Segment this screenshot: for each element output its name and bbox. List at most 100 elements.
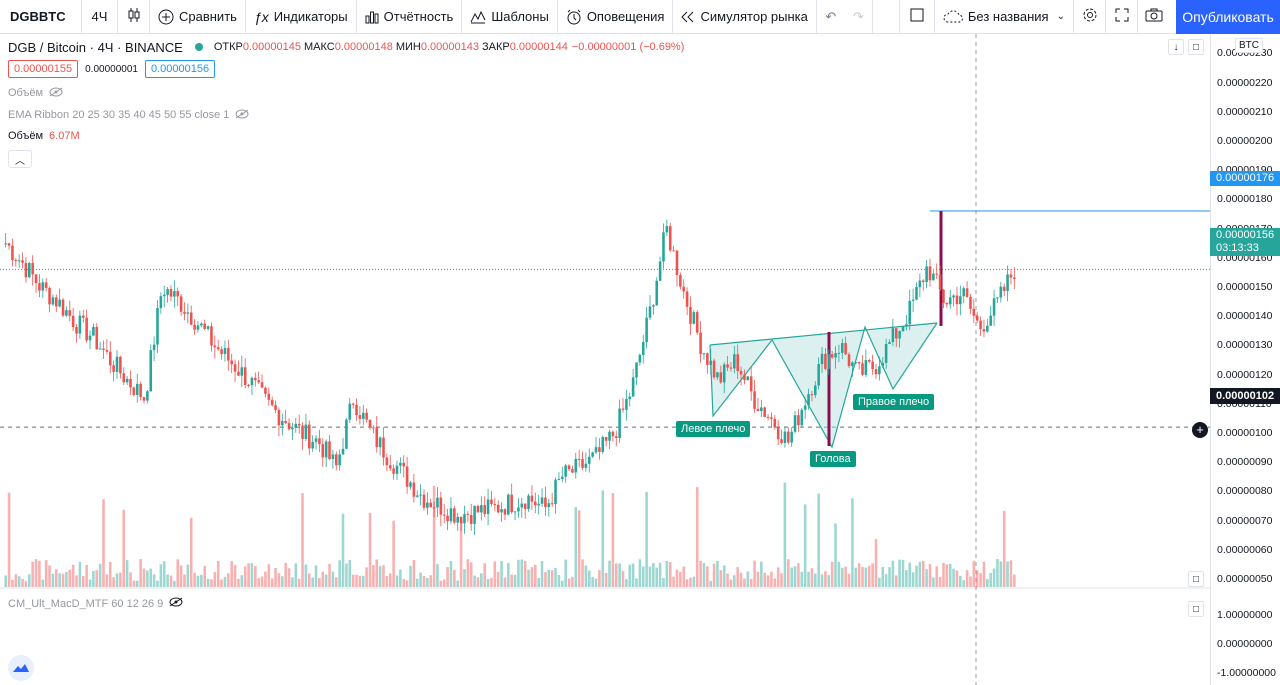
main-chart[interactable] — [0, 34, 1210, 685]
candle-body — [419, 494, 422, 496]
volume-bar — [1009, 560, 1013, 587]
volume-bar — [979, 573, 982, 587]
pane-maximize-button[interactable]: □ — [1188, 571, 1204, 587]
fullscreen-button[interactable] — [1106, 0, 1138, 34]
candle-body — [254, 377, 257, 381]
expand-icon — [1115, 8, 1129, 25]
redo-button[interactable]: ↷ — [845, 0, 873, 34]
candle-body — [618, 408, 621, 439]
candle-body — [665, 226, 669, 233]
replay-button[interactable]: Симулятор рынка — [673, 0, 817, 34]
candle-body — [611, 431, 615, 437]
plus-circle-icon — [158, 9, 174, 25]
price-axis[interactable]: 0.00000230 0.00000220 0.00000210 0.00000200… — [1210, 34, 1280, 685]
volume-study[interactable]: Объём 6.07M — [8, 130, 684, 142]
volume-bar — [311, 577, 314, 587]
high-value: 0.00000148 — [334, 41, 393, 53]
volume-bar — [847, 573, 851, 587]
ema-ribbon-study[interactable]: EMA Ribbon 20 25 30 35 40 45 50 55 close… — [8, 108, 684, 122]
candle-body — [564, 465, 567, 477]
scroll-down-button[interactable]: ↓ — [1168, 39, 1184, 55]
snapshot-button[interactable] — [1138, 0, 1170, 34]
eye-off-icon[interactable] — [49, 86, 63, 100]
volume-bar — [210, 579, 213, 587]
head-label[interactable]: Голова — [810, 451, 856, 467]
candle-body — [908, 300, 912, 325]
candle-body — [608, 431, 611, 441]
candle-body — [216, 347, 220, 350]
indicators-button[interactable]: ƒx Индикаторы — [246, 0, 357, 34]
alerts-button[interactable]: Оповещения — [558, 0, 674, 34]
price-axis-tick: 0.00000120 — [1217, 368, 1273, 381]
left-shoulder-label[interactable]: Левое плечо — [676, 421, 751, 437]
volume-bar — [658, 562, 662, 587]
candle-body — [955, 295, 959, 305]
candle-body — [800, 409, 804, 426]
macd-study-legend[interactable]: CM_Ult_MacD_MTF 60 12 26 9 — [8, 597, 183, 610]
target-price-tag: 0.00000176 — [1210, 171, 1280, 186]
candle-body — [318, 438, 321, 445]
undo-button[interactable]: ↶ — [817, 0, 845, 34]
volume-bar — [857, 563, 861, 587]
add-alert-plus-icon[interactable]: + — [1192, 422, 1208, 438]
fullscreen-layout-button[interactable] — [898, 0, 935, 34]
volume-bar — [314, 565, 318, 587]
candle-body — [932, 273, 935, 281]
chart-type-button[interactable] — [118, 0, 150, 34]
price-axis-tick: 0.00000150 — [1217, 280, 1273, 293]
interval-button[interactable]: 4Ч — [82, 0, 118, 34]
macd-pane-maximize-button[interactable]: □ — [1188, 601, 1204, 617]
eye-off-icon[interactable] — [169, 597, 183, 610]
layout-menu-button[interactable]: Без названия ⌄ — [935, 0, 1074, 34]
volume-bar — [146, 570, 149, 587]
candle-body — [152, 344, 156, 351]
volume-bar — [682, 566, 686, 587]
candle-body — [88, 335, 92, 341]
volume-bar — [517, 559, 520, 587]
candle-body — [803, 405, 807, 410]
right-shoulder-label[interactable]: Правое плечо — [853, 394, 935, 410]
volume-study-hidden[interactable]: Объём — [8, 86, 684, 100]
candle-body — [179, 296, 183, 312]
candle-body — [7, 243, 11, 246]
candle-body — [368, 419, 372, 428]
publish-button[interactable]: Опубликовать — [1176, 0, 1280, 34]
candle-body — [85, 317, 88, 341]
tradingview-logo[interactable] — [8, 655, 34, 681]
volume-bar — [763, 572, 766, 587]
volume-bar — [291, 577, 294, 587]
reports-button[interactable]: Отчётность — [357, 0, 463, 34]
symbol-title[interactable]: DGB / Bitcoin · 4Ч · BINANCE — [8, 39, 183, 55]
volume-bar — [17, 576, 21, 587]
open-key: ОТКР — [213, 41, 243, 53]
volume-bar — [901, 559, 905, 587]
candle-body — [766, 416, 770, 418]
price-axis-tick: 0.00000200 — [1217, 134, 1273, 147]
sell-button[interactable]: 0.00000155 — [8, 60, 79, 78]
gear-icon — [1082, 7, 1098, 26]
eye-off-icon[interactable] — [235, 108, 249, 122]
volume-bar — [800, 571, 804, 587]
volume-bar — [911, 572, 915, 587]
buy-button[interactable]: 0.00000156 — [144, 60, 216, 78]
candle-body — [736, 354, 739, 371]
candle-body — [500, 509, 503, 513]
symbol-search-button[interactable]: DGBBTC — [0, 0, 82, 34]
volume-bar — [429, 575, 433, 587]
candle-body — [277, 410, 281, 426]
volume-bar — [274, 567, 277, 587]
candle-body — [173, 291, 176, 297]
currency-button[interactable]: BTC — [1235, 38, 1263, 53]
candle-body — [749, 376, 753, 392]
candle-body — [355, 404, 358, 416]
settings-button[interactable] — [1074, 0, 1106, 34]
maximize-pane-button[interactable]: □ — [1188, 39, 1204, 55]
volume-bar — [861, 567, 864, 587]
candle-body — [108, 351, 112, 366]
candle-body — [760, 407, 763, 412]
templates-button[interactable]: Шаблоны — [462, 0, 558, 34]
collapse-legend-button[interactable]: ︿ — [8, 150, 32, 168]
compare-button[interactable]: Сравнить — [150, 0, 246, 34]
volume-bar — [550, 570, 554, 587]
candle-body — [146, 391, 149, 401]
